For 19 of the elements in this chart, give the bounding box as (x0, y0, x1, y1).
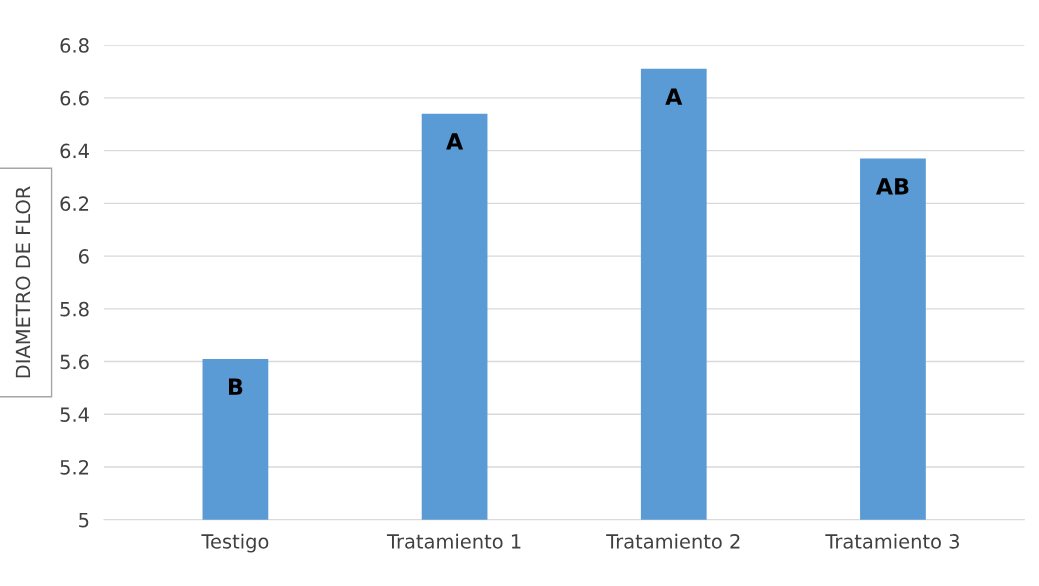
y-tick-label: 6.8 (60, 38, 89, 53)
annotation: AB (875, 178, 909, 195)
annotation: B (228, 378, 243, 395)
x-tick-label: Tratamiento 2 (606, 533, 740, 549)
y-tick-label: 5.6 (60, 354, 89, 370)
annotation: A (665, 88, 683, 105)
annotation: A (446, 133, 464, 150)
y-tick-label: 6 (79, 249, 89, 264)
y-tick-label: 5 (79, 512, 89, 528)
y-tick-label: 5.2 (60, 460, 89, 475)
y-tick-label: 6.6 (60, 90, 89, 106)
x-tick-label: Tratamiento 3 (825, 533, 959, 549)
x-tick-label: Tratamiento 1 (386, 533, 521, 549)
y-tick-label: 6.2 (60, 196, 89, 212)
y-tick-label: 6.4 (60, 143, 89, 159)
y-axis-title: DIAMETRO DE FLOR (15, 186, 31, 378)
y-tick-label: 5.8 (60, 301, 89, 317)
x-tick-label: Testigo (201, 533, 269, 553)
y-tick-label: 5.4 (60, 407, 89, 422)
